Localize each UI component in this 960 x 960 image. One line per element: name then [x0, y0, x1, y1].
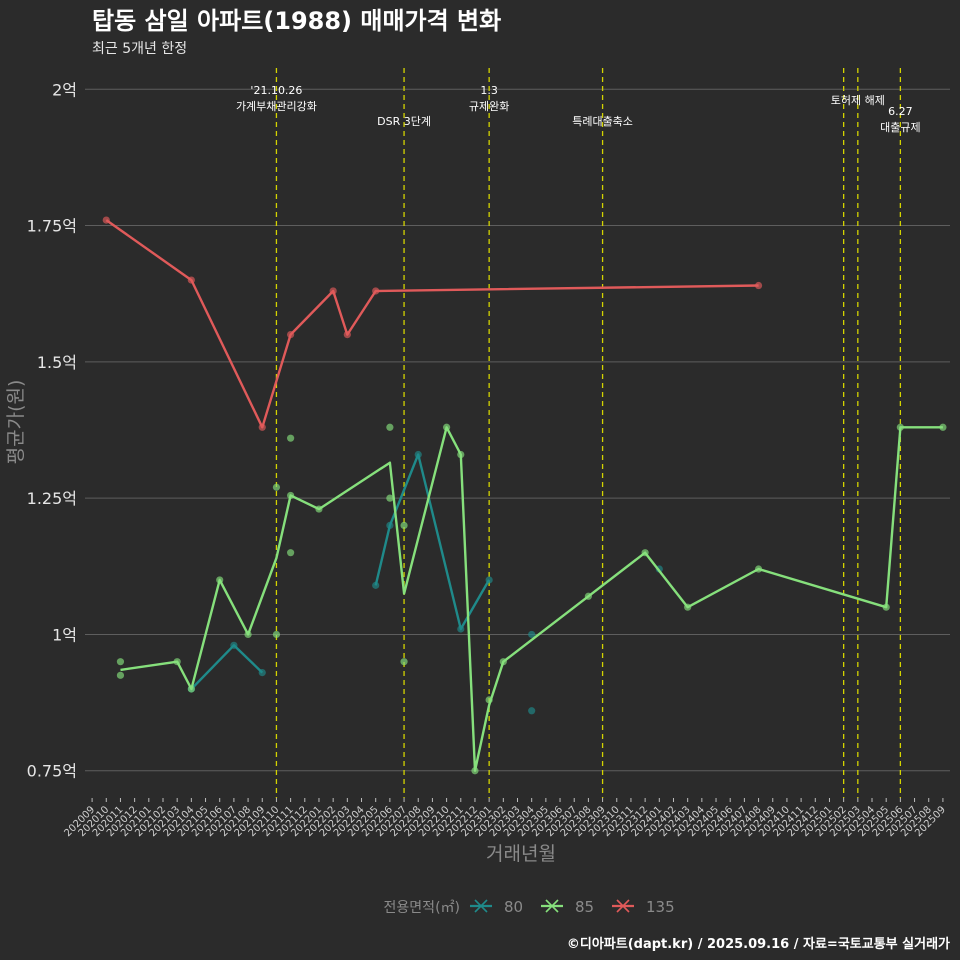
event-label: 특례대출축소: [572, 115, 633, 128]
series-line-135: [105, 219, 759, 429]
data-point-85: [400, 658, 408, 666]
event-label: 가계부채관리강화: [236, 100, 317, 113]
data-point-85: [386, 494, 394, 502]
data-point-80: [485, 576, 493, 584]
x-axis-ticks: 2020092020102020112020122021012021022021…: [62, 798, 948, 839]
legend-mark-85: [545, 899, 559, 913]
data-point-85: [272, 483, 281, 491]
data-point-80: [528, 707, 536, 715]
chart-subtitle: 최근 5개년 한정: [92, 41, 187, 57]
series-line-80: [190, 453, 491, 690]
y-tick-label: 1.75억: [27, 217, 77, 236]
data-point-85: [315, 505, 323, 513]
data-point-85: [882, 603, 890, 611]
legend-mark-80: [474, 899, 488, 913]
data-point-85: [116, 671, 125, 679]
data-point-85: [442, 423, 451, 431]
data-point-85: [471, 767, 479, 775]
data-point-80: [230, 641, 238, 649]
data-point-135: [102, 216, 110, 224]
legend-mark-135: [616, 899, 630, 913]
data-point-85: [584, 592, 593, 600]
event-label: 대출규제: [880, 121, 920, 134]
data-point-80: [372, 581, 380, 589]
legend-title: 전용면적(㎡): [384, 900, 460, 916]
data-point-85: [386, 423, 394, 431]
data-point-85: [939, 423, 947, 431]
y-tick-label: 2억: [52, 80, 77, 99]
legend-label-135: 135: [646, 898, 675, 916]
series-line-85: [120, 426, 943, 772]
data-point-85: [287, 491, 295, 500]
y-tick-label: 0.75억: [27, 762, 77, 781]
data-point-85: [216, 576, 224, 584]
legend-label-85: 85: [575, 898, 594, 916]
data-point-85: [287, 549, 295, 557]
data-point-80: [414, 450, 422, 459]
data-point-85: [754, 565, 763, 573]
data-point-85: [287, 434, 295, 442]
data-point-85: [244, 630, 252, 639]
data-point-135: [329, 287, 337, 295]
legend: 전용면적(㎡) 80 85 135: [384, 898, 675, 916]
data-point-85: [272, 630, 281, 639]
caption: ©디아파트(dapt.kr) / 2025.09.16 / 자료=국토교통부 실…: [567, 936, 950, 952]
data-point-135: [187, 276, 195, 284]
y-axis-label: 평균가(원): [5, 380, 27, 465]
data-point-135: [754, 281, 763, 290]
grid-lines: [85, 88, 950, 772]
event-label: 토허제 해제: [831, 93, 885, 107]
data-point-80: [258, 669, 266, 677]
event-label: '21.10.26: [250, 84, 302, 97]
data-point-85: [457, 450, 465, 459]
data-point-85: [896, 423, 904, 431]
event-label: 규제완화: [469, 100, 509, 113]
data-point-80: [528, 630, 536, 639]
data-point-85: [499, 658, 507, 666]
data-point-85: [116, 658, 125, 666]
legend-label-80: 80: [504, 898, 523, 916]
data-point-85: [485, 696, 493, 704]
data-point-135: [343, 330, 351, 339]
y-tick-label: 1.25억: [27, 489, 77, 508]
event-label: 6.27: [888, 105, 913, 118]
data-point-135: [372, 287, 380, 295]
data-point-85: [684, 603, 692, 611]
y-axis-ticks: 0.75억 1억 1.25억 1.5억 1.75억 2억: [27, 80, 77, 780]
data-point-80: [457, 625, 465, 633]
data-point-80: [386, 521, 394, 530]
data-point-85: [187, 685, 195, 693]
data-point-135: [258, 423, 266, 431]
y-tick-label: 1.5억: [37, 353, 77, 372]
x-axis-label: 거래년월: [486, 843, 556, 865]
data-point-85: [400, 521, 408, 530]
data-point-85: [641, 549, 649, 557]
data-point-135: [287, 330, 295, 339]
data-point-85: [173, 658, 181, 666]
event-label: 1.3: [480, 84, 498, 97]
y-tick-label: 1억: [52, 625, 77, 644]
chart-title: 탑동 삼일 아파트(1988) 매매가격 변화: [92, 7, 501, 35]
series-layer: [102, 216, 947, 775]
event-label: DSR 3단계: [377, 115, 431, 128]
